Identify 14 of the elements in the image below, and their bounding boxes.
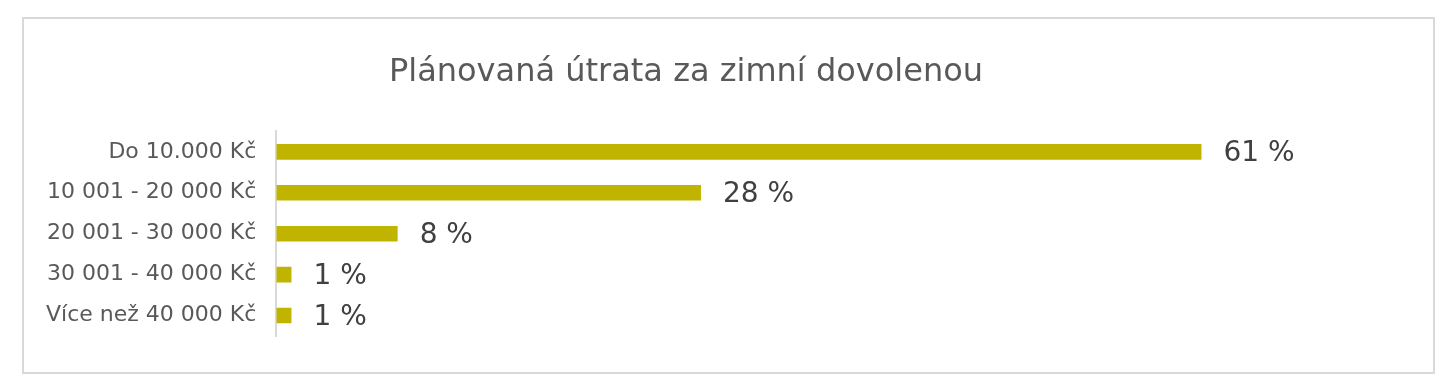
y-tick-label: Více než 40 000 Kč: [45, 301, 257, 327]
bar: [276, 185, 701, 201]
y-tick-label: 20 001 - 30 000 Kč: [46, 219, 257, 245]
data-label: 61 %: [1223, 135, 1295, 169]
y-tick-label: 30 001 - 40 000 Kč: [46, 260, 257, 286]
data-label: 1 %: [313, 257, 367, 291]
chart-title: Plánovaná útrata za zimní dovolenou: [388, 50, 984, 89]
data-label: 1 %: [313, 298, 367, 332]
bar: [276, 144, 1202, 160]
data-label: 28 %: [722, 176, 795, 210]
data-label: 8 %: [419, 216, 473, 250]
y-tick-label: 10 001 - 20 000 Kč: [46, 178, 257, 204]
y-tick-label: Do 10.000 Kč: [108, 137, 257, 163]
bar: [276, 225, 398, 242]
